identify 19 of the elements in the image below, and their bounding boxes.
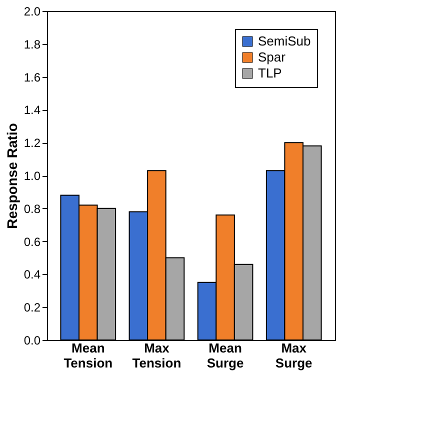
- y-tick-label: 0.6: [24, 234, 41, 249]
- y-tick-label: 1.6: [24, 70, 41, 84]
- legend-label: SemiSub: [258, 34, 311, 48]
- y-tick-label: 0.2: [24, 300, 41, 315]
- y-tick-label: 1.8: [24, 37, 41, 52]
- legend-label: Spar: [258, 50, 286, 64]
- x-tick-label: Max Surge: [275, 340, 312, 370]
- y-tick-label: 0.8: [24, 202, 41, 216]
- y-tick-label: 0.0: [24, 334, 41, 348]
- y-tick-label: 1.4: [24, 103, 41, 118]
- y-tick-label: 2.0: [24, 4, 41, 18]
- x-tick-label: Mean Surge: [206, 340, 244, 370]
- y-tick-label: 1.2: [24, 136, 41, 150]
- x-tick-label: Max Tension: [132, 340, 182, 370]
- y-tick-label: 0.4: [24, 268, 41, 282]
- x-tick-label: Mean Tension: [64, 340, 113, 370]
- y-axis-title: Response Ratio: [4, 123, 20, 229]
- legend-label: TLP: [258, 66, 282, 80]
- y-tick-label: 1.0: [24, 169, 41, 183]
